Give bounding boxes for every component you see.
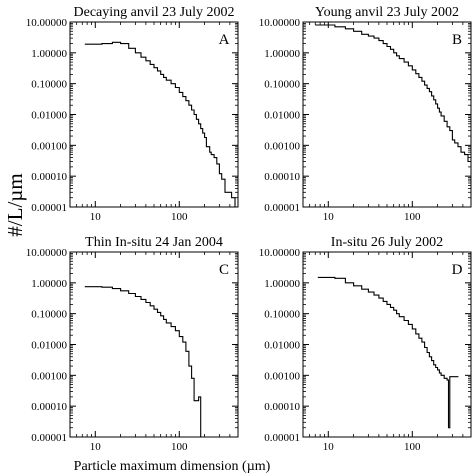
y-tick-label: 0.01000	[264, 340, 300, 352]
x-tick-label: 10	[90, 211, 102, 223]
panel-b: Young anvil 23 July 2002 B 10.00000 1.00000…	[259, 5, 472, 223]
panel-title: Young anvil 23 July 2002	[315, 5, 459, 20]
x-tick-label: 100	[171, 211, 188, 223]
x-tick-label: 10	[323, 211, 335, 223]
size-distribution-line	[315, 24, 471, 163]
y-tick-label: 0.10000	[264, 79, 300, 91]
y-tick-label: 0.10000	[264, 309, 300, 321]
panel-letter: A	[219, 32, 230, 48]
x-tick-label: 100	[404, 211, 421, 223]
panel-title: In-situ 26 July 2002	[331, 235, 443, 250]
y-tick-label: 1.00000	[31, 48, 67, 60]
x-tick-label: 100	[171, 441, 188, 453]
panel-title: Decaying anvil 23 July 2002	[74, 5, 235, 20]
y-tick-label: 0.00001	[31, 432, 67, 444]
y-tick-label: 0.10000	[31, 309, 67, 321]
plot-frame	[69, 251, 239, 438]
panel-title: Thin In-situ 24 Jan 2004	[85, 235, 223, 250]
plot-frame	[69, 21, 239, 208]
y-tick-label: 0.00010	[31, 401, 67, 413]
y-tick-label: 0.01000	[31, 110, 67, 122]
y-tick-label: 10.00000	[26, 17, 68, 29]
y-axis-label: #/L/µm	[3, 173, 27, 236]
panel-letter: C	[219, 262, 229, 278]
panel-c: Thin In-situ 24 Jan 2004 C 10.00000 1.00000…	[26, 235, 239, 453]
y-tick-label: 1.00000	[264, 48, 300, 60]
plot-frame	[302, 251, 472, 438]
size-distribution-line	[317, 276, 459, 429]
y-tick-label: 0.01000	[31, 340, 67, 352]
y-tick-label: 0.10000	[31, 79, 67, 91]
size-distribution-line	[84, 41, 238, 208]
y-tick-label: 0.00010	[264, 401, 300, 413]
x-tick-label: 10	[323, 441, 335, 453]
plot-frame	[302, 21, 472, 208]
y-tick-label: 10.00000	[259, 17, 301, 29]
y-tick-label: 1.00000	[264, 278, 300, 290]
panel-letter: D	[452, 262, 463, 278]
y-tick-label: 0.01000	[264, 110, 300, 122]
y-tick-label: 10.00000	[259, 247, 301, 259]
y-tick-label: 0.00010	[264, 171, 300, 183]
panel-a: Decaying anvil 23 July 2002 A 10.00000 1.00…	[26, 5, 239, 223]
y-tick-label: 0.00100	[264, 370, 300, 382]
x-tick-label: 100	[404, 441, 421, 453]
y-tick-label: 0.00100	[31, 140, 67, 152]
y-tick-label: 10.00000	[26, 247, 68, 259]
panel-d: In-situ 26 July 2002 D 10.00000 1.00000 0.10…	[259, 235, 472, 453]
y-tick-label: 0.00001	[264, 202, 300, 214]
x-axis-label: Particle maximum dimension (µm)	[74, 459, 271, 474]
panel-letter: B	[452, 32, 462, 48]
y-tick-label: 0.00001	[264, 432, 300, 444]
y-tick-label: 0.00100	[31, 370, 67, 382]
y-tick-label: 0.00010	[31, 171, 67, 183]
x-tick-label: 10	[90, 441, 102, 453]
size-distribution-line	[84, 286, 209, 438]
y-tick-label: 0.00001	[31, 202, 67, 214]
y-tick-label: 1.00000	[31, 278, 67, 290]
y-tick-label: 0.00100	[264, 140, 300, 152]
